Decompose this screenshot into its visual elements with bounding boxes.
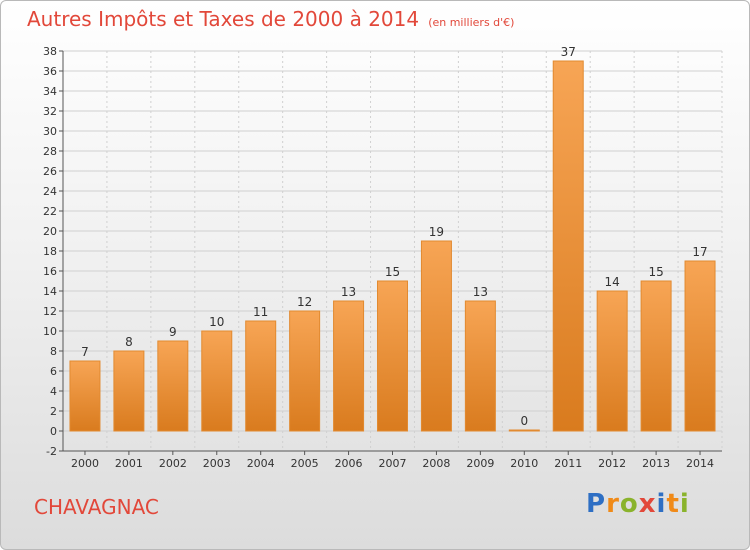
bar-value-label: 13	[341, 285, 356, 299]
x-tick-label: 2008	[422, 457, 450, 470]
x-tick-label: 2000	[71, 457, 99, 470]
y-tick-label: 0	[50, 425, 57, 438]
y-tick-label: 12	[43, 305, 57, 318]
bar-value-label: 19	[429, 225, 444, 239]
bar-value-label: 11	[253, 305, 268, 319]
bar-value-label: 15	[648, 265, 663, 279]
bar	[245, 320, 277, 432]
y-tick-label: 20	[43, 225, 57, 238]
bar-value-label: 12	[297, 295, 312, 309]
logo-letter: P	[586, 489, 607, 519]
y-tick-label: 26	[43, 165, 57, 178]
bar	[333, 300, 365, 432]
x-tick-label: 2009	[466, 457, 494, 470]
chart-title-unit: (en milliers d'€)	[428, 16, 515, 29]
y-tick-label: 10	[43, 325, 57, 338]
x-tick-label: 2002	[159, 457, 187, 470]
y-tick-label: 28	[43, 145, 57, 158]
x-tick-label: 2004	[247, 457, 275, 470]
bar-value-label: 7	[81, 345, 89, 359]
y-tick-label: 14	[43, 285, 57, 298]
y-tick-label: 6	[50, 365, 57, 378]
bar	[552, 60, 584, 432]
commune-name: CHAVAGNAC	[34, 495, 159, 519]
bar-value-label: 13	[473, 285, 488, 299]
y-tick-label: 34	[43, 85, 57, 98]
y-tick-label: 22	[43, 205, 57, 218]
logo-letter: i	[679, 489, 690, 519]
bar	[69, 360, 101, 432]
bar-value-label: 8	[125, 335, 133, 349]
bar	[464, 300, 496, 432]
x-tick-label: 2012	[598, 457, 626, 470]
bar	[684, 260, 716, 432]
bar	[289, 310, 321, 432]
x-tick-label: 2014	[686, 457, 714, 470]
y-tick-label: 24	[43, 185, 57, 198]
bar-value-label: 0	[520, 414, 528, 428]
y-tick-label: 4	[50, 385, 57, 398]
logo-letter: o	[619, 489, 639, 519]
bar	[420, 240, 452, 432]
logo-letter: x	[638, 489, 657, 519]
y-tick-label: -2	[46, 445, 57, 458]
y-tick-label: 2	[50, 405, 57, 418]
logo-letter: i	[656, 489, 667, 519]
x-tick-label: 2011	[554, 457, 582, 470]
x-tick-label: 2013	[642, 457, 670, 470]
bar-value-label: 9	[169, 325, 177, 339]
chart-title-main: Autres Impôts et Taxes de 2000 à 2014	[27, 7, 420, 31]
x-tick-label: 2007	[379, 457, 407, 470]
chart-title: Autres Impôts et Taxes de 2000 à 2014 (e…	[27, 7, 514, 31]
y-tick-label: 38	[43, 45, 57, 58]
bar	[377, 280, 408, 432]
y-tick-label: 18	[43, 245, 57, 258]
bar	[508, 429, 540, 432]
bars	[69, 60, 716, 432]
bar	[201, 330, 233, 432]
bar-value-label: 17	[692, 245, 707, 259]
y-tick-label: 30	[43, 125, 57, 138]
y-tick-label: 32	[43, 105, 57, 118]
bar	[113, 350, 145, 432]
logo-letter: t	[666, 489, 680, 519]
x-tick-label: 2001	[115, 457, 143, 470]
y-tick-label: 16	[43, 265, 57, 278]
x-tick-label: 2010	[510, 457, 538, 470]
bar-value-label: 15	[385, 265, 400, 279]
x-tick-label: 2005	[291, 457, 319, 470]
x-tick-label: 2003	[203, 457, 231, 470]
bar-value-label: 10	[209, 315, 224, 329]
y-tick-label: 8	[50, 345, 57, 358]
y-tick-label: 36	[43, 65, 57, 78]
x-tick-label: 2006	[335, 457, 363, 470]
bar	[157, 340, 189, 432]
proxiti-logo: Proxiti	[586, 489, 690, 519]
logo-letter: r	[606, 489, 620, 519]
bar-value-label: 14	[605, 275, 620, 289]
labels: 7 2000 8 2001 9 2002 10 2003 11 2004 12 2005 13 2006 1…	[71, 45, 714, 470]
bar-value-label: 37	[561, 45, 576, 59]
bar	[596, 290, 628, 432]
bar	[640, 280, 672, 432]
